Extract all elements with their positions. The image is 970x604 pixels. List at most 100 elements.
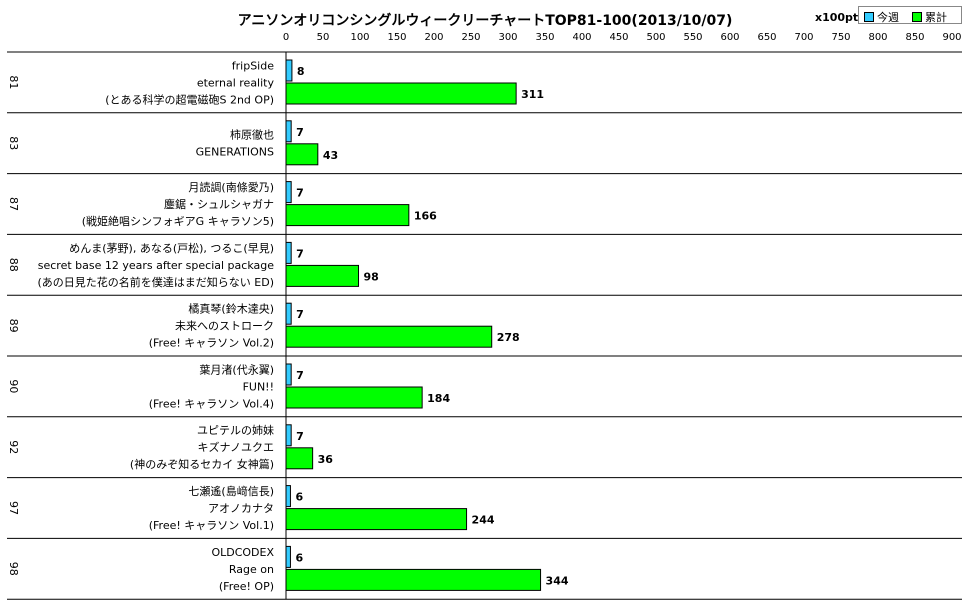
value-label-this-week-5: 7 (296, 369, 304, 382)
value-label-this-week-1: 7 (296, 126, 304, 139)
row-text-5-0: 葉月渚(代永翼) (199, 362, 274, 376)
value-label-cumulative-7: 244 (472, 514, 495, 527)
x-tick-label-14: 700 (794, 32, 813, 43)
row-text-7-0: 七瀬遙(島﨑信長) (188, 484, 274, 498)
x-tick-label-7: 350 (535, 32, 554, 43)
row-text-0-1: eternal reality (197, 76, 275, 89)
legend-item-this-week: 今週 (864, 9, 899, 25)
x-tick-label-16: 800 (868, 32, 887, 43)
x-tick-label-6: 300 (498, 32, 517, 43)
legend: 今週 累計 (858, 6, 962, 24)
row-text-5-1: FUN!! (243, 380, 274, 393)
bar-this-week-8 (285, 545, 291, 568)
row-text-6-1: キズナノユクエ (198, 440, 274, 454)
bar-cumulative-0 (285, 82, 517, 105)
value-label-this-week-4: 7 (296, 308, 304, 321)
value-label-cumulative-2: 166 (414, 210, 437, 223)
row-text-6-2: (神のみぞ知るセカイ 女神篇) (130, 457, 274, 471)
x-tick-label-15: 750 (831, 32, 850, 43)
row-text-6-0: ユピテルの姉妹 (197, 423, 274, 437)
row-text-0-0: fripSide (232, 59, 274, 72)
row-text-8-1: Rage on (229, 563, 274, 576)
bar-cumulative-1 (285, 143, 319, 166)
x-tick-label-1: 50 (317, 32, 330, 43)
x-tick-label-10: 500 (646, 32, 665, 43)
value-label-cumulative-8: 344 (546, 574, 569, 587)
x-tick-label-13: 650 (757, 32, 776, 43)
legend-item-cumulative: 累計 (912, 9, 947, 25)
bar-this-week-1 (285, 120, 292, 143)
row-rank-0: 81 (7, 75, 20, 89)
row-rank-1: 83 (7, 136, 20, 150)
value-label-cumulative-3: 98 (364, 270, 379, 283)
value-label-this-week-3: 7 (296, 247, 304, 260)
bar-cumulative-3 (285, 264, 360, 287)
row-rank-5: 90 (7, 379, 20, 393)
row-text-1-1: GENERATIONS (196, 146, 274, 159)
bar-this-week-5 (285, 363, 292, 386)
value-label-cumulative-5: 184 (427, 392, 450, 405)
row-text-7-2: (Free! キャラソン Vol.1) (149, 519, 274, 532)
row-text-1-0: 柿原徹也 (230, 128, 274, 142)
chart-title: アニソンオリコンシングルウィークリーチャートTOP81-100(2013/10/… (237, 13, 733, 29)
row-rank-6: 92 (7, 440, 20, 454)
x-tick-label-18: 900 (942, 32, 961, 43)
x-tick-label-11: 550 (683, 32, 702, 43)
row-text-2-0: 月読調(南條愛乃) (188, 180, 274, 194)
x-tick-label-0: 0 (283, 32, 289, 43)
row-text-8-0: OLDCODEX (211, 546, 274, 559)
value-label-cumulative-6: 36 (318, 453, 334, 466)
bar-this-week-0 (285, 59, 293, 82)
bar-cumulative-4 (285, 325, 493, 348)
bar-this-week-3 (285, 241, 292, 264)
row-rank-4: 89 (7, 319, 20, 333)
bar-cumulative-8 (285, 568, 542, 591)
bar-this-week-6 (285, 424, 292, 447)
row-rank-7: 97 (7, 501, 20, 515)
row-text-2-2: (戦姫絶唱シンフォギアG キャラソン5) (82, 214, 274, 228)
value-label-this-week-6: 7 (296, 430, 304, 443)
row-text-3-2: (あの日見た花の名前を僕達はまだ知らない ED) (38, 275, 275, 289)
value-label-cumulative-0: 311 (521, 88, 544, 101)
value-label-cumulative-4: 278 (497, 331, 520, 344)
row-text-2-1: 鏖鋸・シュルシャガナ (164, 197, 274, 211)
bar-cumulative-6 (285, 447, 314, 470)
bar-this-week-4 (285, 302, 292, 325)
value-label-this-week-2: 7 (296, 187, 304, 200)
legend-swatch-this-week (864, 12, 874, 22)
value-label-this-week-0: 8 (297, 65, 305, 78)
row-text-4-1: 未来へのストローク (175, 320, 274, 333)
row-text-3-0: めんま(茅野), あなる(戸松), つるこ(早見) (69, 241, 274, 255)
x-tick-label-9: 450 (609, 32, 628, 43)
row-text-0-2: (とある科学の超電磁砲S 2nd OP) (105, 92, 274, 106)
row-rank-3: 88 (7, 258, 20, 272)
row-rank-8: 98 (7, 562, 20, 576)
x-tick-label-2: 100 (350, 32, 369, 43)
legend-label-this-week: 今週 (877, 11, 899, 24)
unit-label: x100pt (815, 11, 859, 24)
value-label-this-week-7: 6 (295, 491, 303, 504)
row-rank-2: 87 (7, 197, 20, 211)
value-label-cumulative-1: 43 (323, 149, 338, 162)
x-tick-label-5: 250 (461, 32, 480, 43)
row-text-3-1: secret base 12 years after special packa… (38, 259, 274, 272)
value-label-this-week-8: 6 (295, 551, 303, 564)
bar-cumulative-7 (285, 508, 468, 531)
x-tick-label-8: 400 (572, 32, 591, 43)
bar-this-week-2 (285, 181, 292, 204)
bar-this-week-7 (285, 485, 291, 508)
x-tick-label-17: 850 (905, 32, 924, 43)
row-text-5-2: (Free! キャラソン Vol.4) (149, 397, 274, 410)
x-tick-label-3: 150 (387, 32, 406, 43)
legend-label-cumulative: 累計 (925, 11, 947, 24)
legend-swatch-cumulative (912, 12, 922, 22)
row-text-7-1: アオノカナタ (208, 502, 274, 515)
row-text-4-0: 橘真琴(鈴木達央) (188, 302, 274, 316)
bar-cumulative-5 (285, 386, 423, 409)
row-text-4-2: (Free! キャラソン Vol.2) (149, 337, 274, 350)
row-text-8-2: (Free! OP) (219, 580, 274, 593)
x-tick-label-12: 600 (720, 32, 739, 43)
bar-cumulative-2 (285, 204, 410, 227)
x-tick-label-4: 200 (424, 32, 443, 43)
